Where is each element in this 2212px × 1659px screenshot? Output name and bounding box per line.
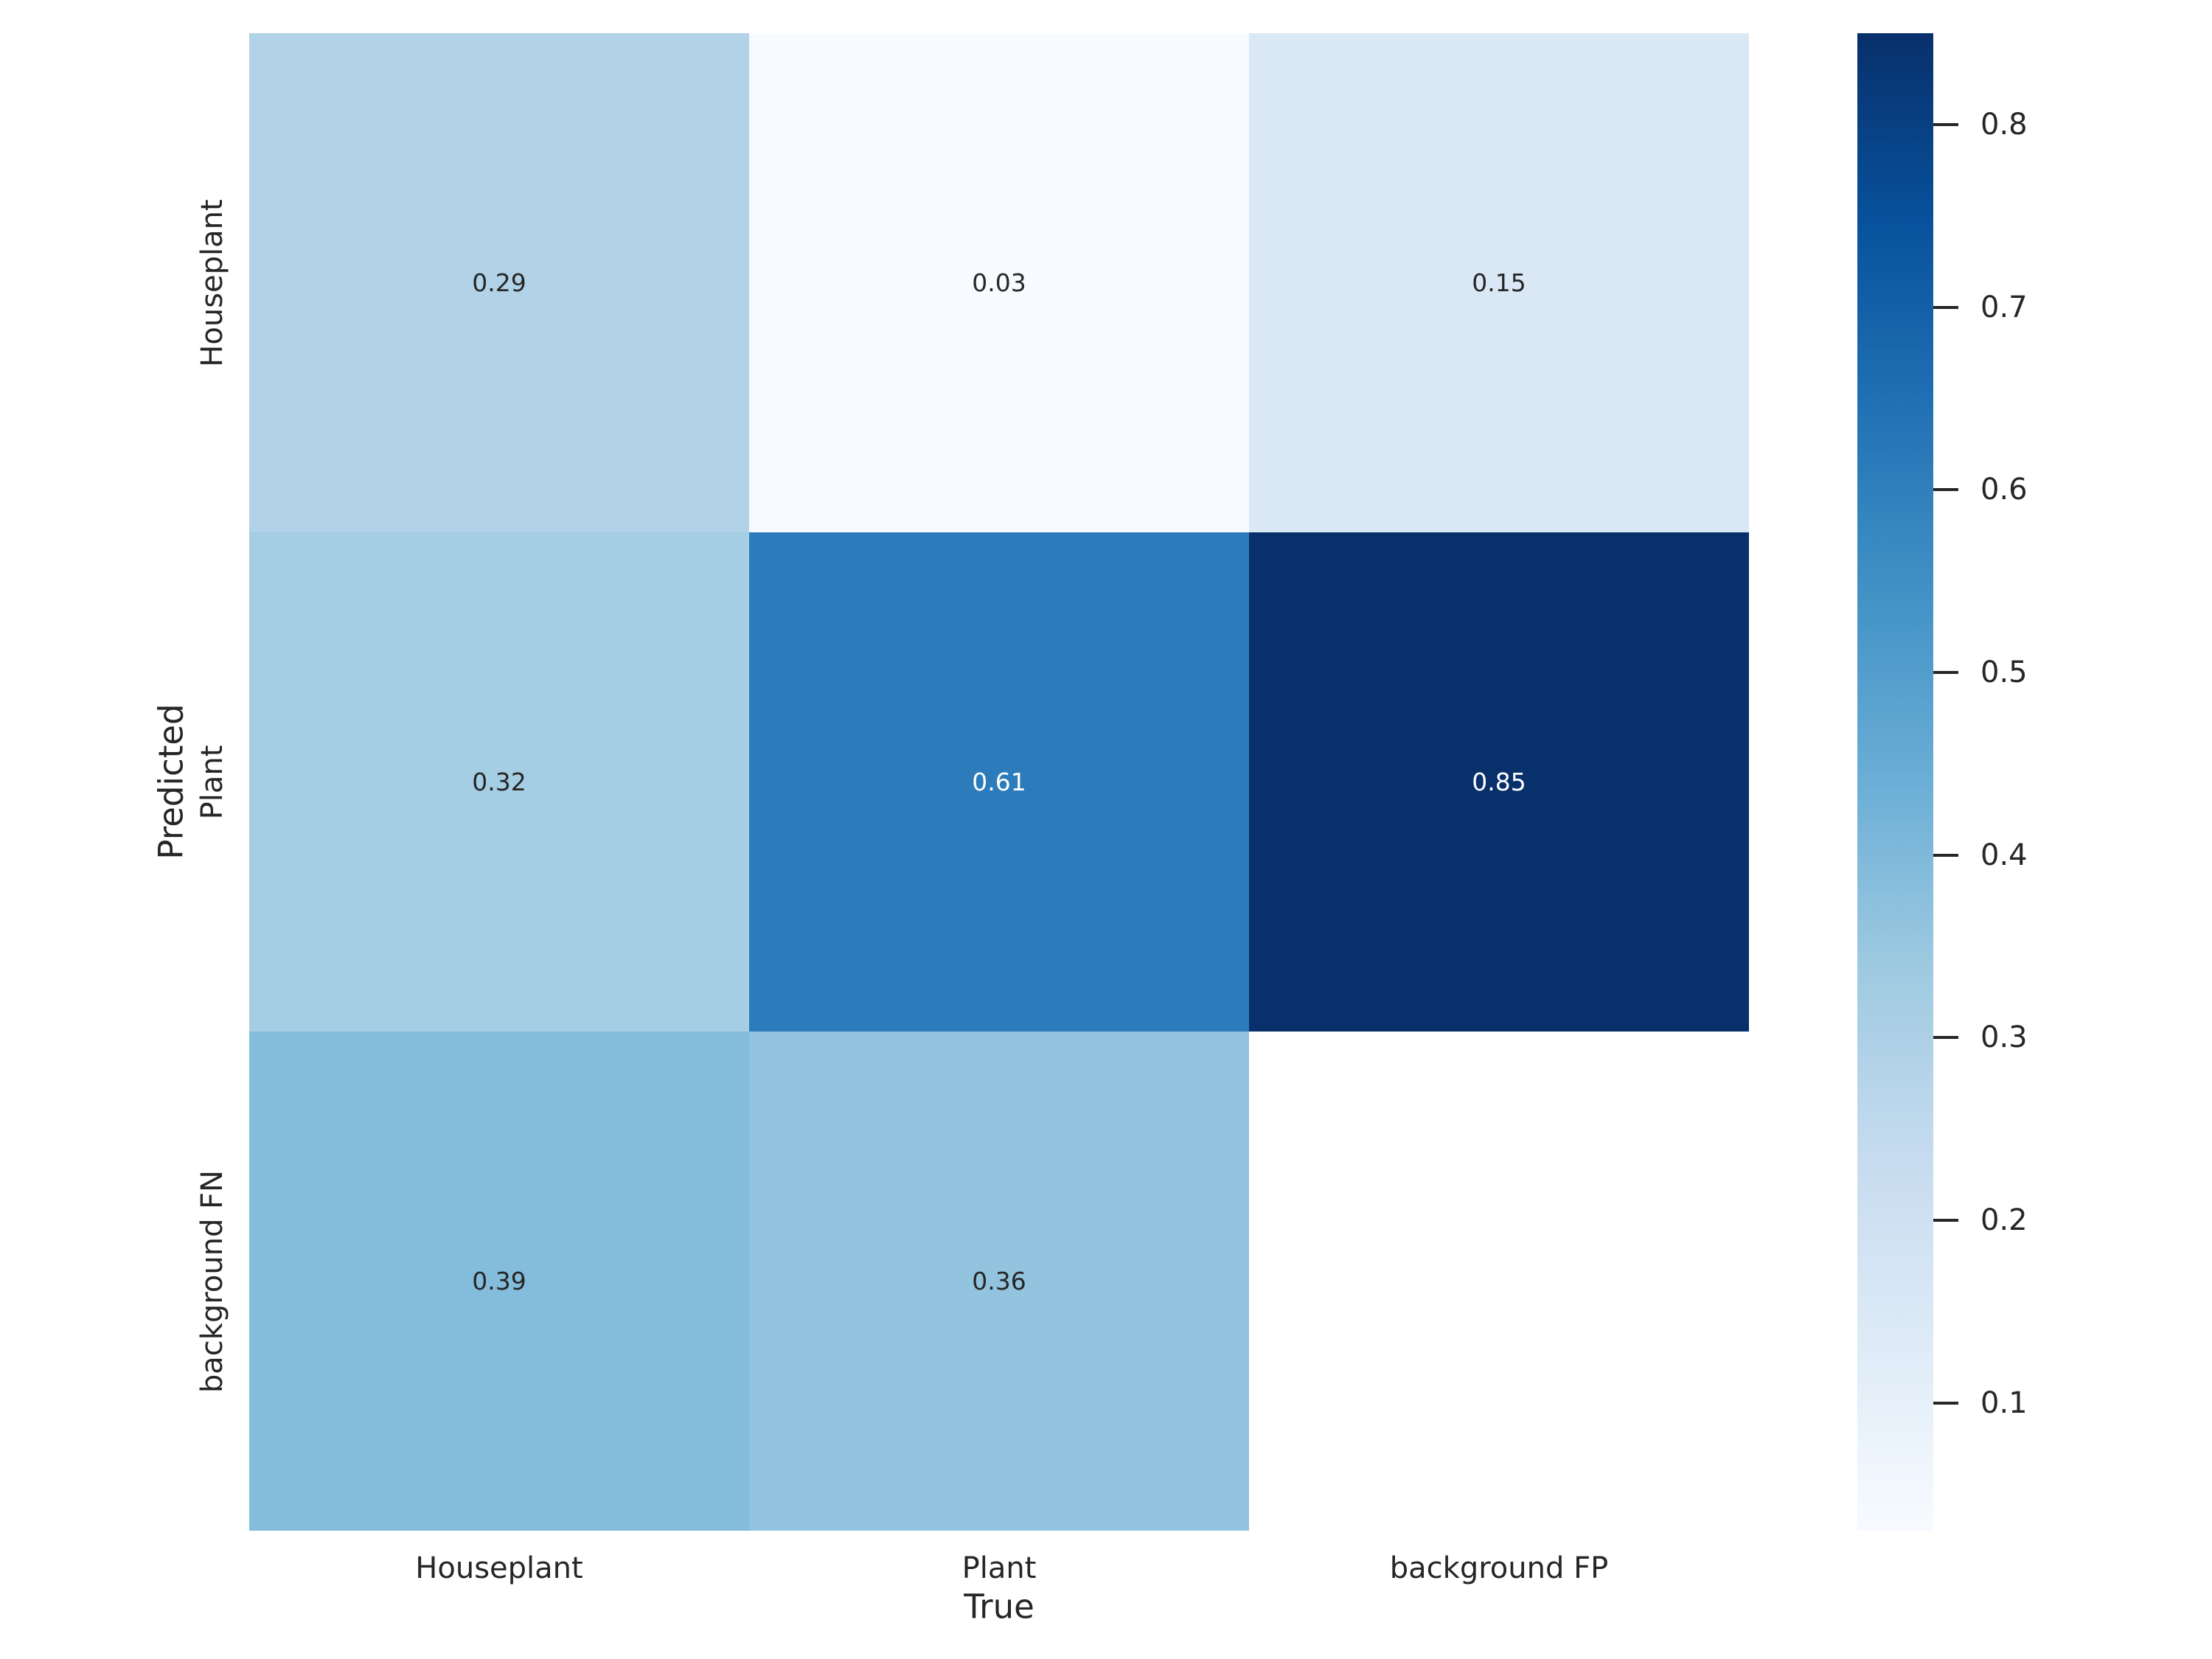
colorbar-tick-label: 0.3	[1980, 1020, 2028, 1055]
colorbar-tick-mark	[1933, 853, 1958, 857]
colorbar-tick-mark	[1933, 1036, 1958, 1040]
y-tick-label: Plant	[195, 745, 229, 819]
y-axis-label: Predicted	[151, 703, 191, 860]
heatmap-cell: 0.36	[749, 1032, 1249, 1531]
colorbar-tick-label: 0.6	[1980, 473, 2028, 507]
colorbar-gradient	[1857, 33, 1933, 1531]
x-tick-label: Houseplant	[415, 1551, 583, 1585]
heatmap-cell: 0.32	[249, 532, 749, 1032]
colorbar-tick-label: 0.7	[1980, 290, 2028, 324]
colorbar-tick-label: 0.8	[1980, 107, 2028, 142]
colorbar-tick-label: 0.4	[1980, 838, 2028, 872]
x-axis-tick-labels: Houseplant Plant background FP	[249, 1531, 1749, 1619]
x-tick-label: background FP	[1389, 1551, 1609, 1585]
y-tick-label: Houseplant	[195, 198, 229, 367]
heatmap-cell: 0.03	[749, 33, 1249, 532]
heatmap-cell: 0.39	[249, 1032, 749, 1531]
colorbar-tick-mark	[1933, 488, 1958, 492]
y-axis-tick-labels: Houseplant Plant background FN	[0, 33, 249, 1531]
x-axis-label: True	[964, 1587, 1034, 1627]
colorbar-tick-label: 0.2	[1980, 1203, 2028, 1237]
colorbar-tick-mark	[1933, 1401, 1958, 1405]
x-tick-label: Plant	[961, 1551, 1037, 1585]
colorbar-tick-label: 0.1	[1980, 1385, 2028, 1420]
heatmap-cell: 0.29	[249, 33, 749, 532]
heatmap-grid: 0.29 0.03 0.15 0.32 0.61 0.85 0.39 0.36	[249, 33, 1749, 1531]
colorbar-tick-labels: 0.8 0.7 0.6 0.5 0.4 0.3 0.2 0.1	[1933, 33, 2212, 1531]
colorbar-tick-mark	[1933, 305, 1958, 309]
y-tick-label: background FN	[195, 1169, 229, 1393]
colorbar-tick-mark	[1933, 670, 1958, 674]
heatmap-cell: 0.85	[1249, 532, 1749, 1032]
colorbar-tick-mark	[1933, 122, 1958, 126]
heatmap-cell: 0.61	[749, 532, 1249, 1032]
heatmap-cell: 0.15	[1249, 33, 1749, 532]
colorbar-tick-mark	[1933, 1218, 1958, 1222]
heatmap-cell	[1249, 1032, 1749, 1531]
colorbar-tick-label: 0.5	[1980, 655, 2028, 689]
